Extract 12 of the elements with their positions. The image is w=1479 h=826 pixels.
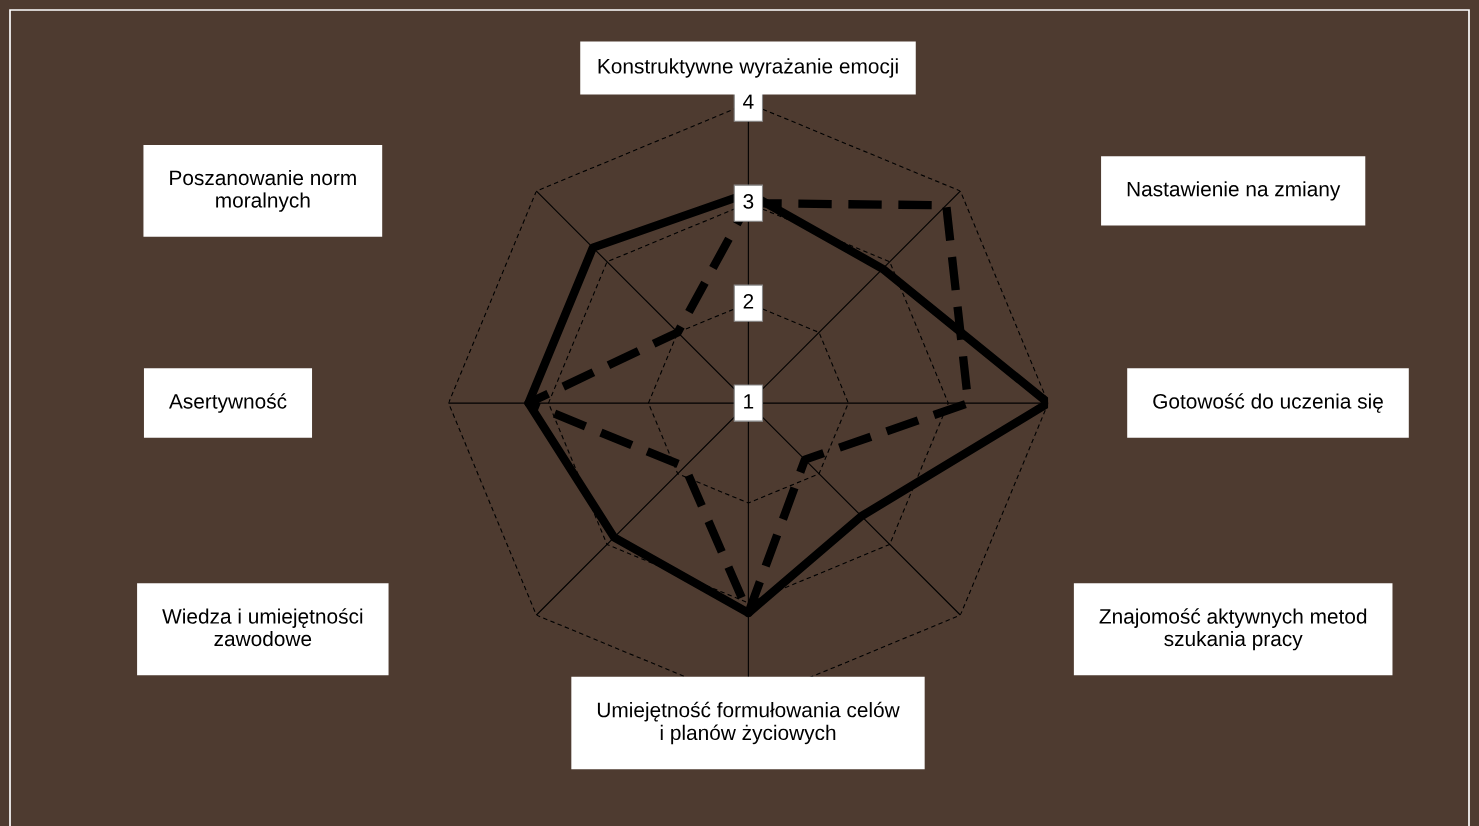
y-tick-label: 4: [743, 94, 754, 109]
spoke-label: Nastawienie na zmiany: [1127, 181, 1341, 201]
y-tick-label: 1: [744, 394, 754, 409]
spoke-label: Gotowość do uczenia się: [1153, 393, 1383, 413]
spoke-label: Wiedza i umiejętności zawodowe: [162, 608, 363, 647]
spoke-label: Konstruktywne wyrażanie emocji: [598, 58, 898, 78]
spoke-label: Poszanowanie norm moralnych: [170, 169, 356, 212]
y-tick-label: 2: [743, 293, 754, 309]
y-tick-label: 3: [743, 194, 754, 209]
spoke-label: Asertywność: [169, 393, 287, 413]
spoke-label: Umiejętność formułowania celów i planów życiowych: [597, 701, 900, 745]
spoke-label: Znajomość aktywnych metod szukania pracy: [1099, 608, 1367, 651]
